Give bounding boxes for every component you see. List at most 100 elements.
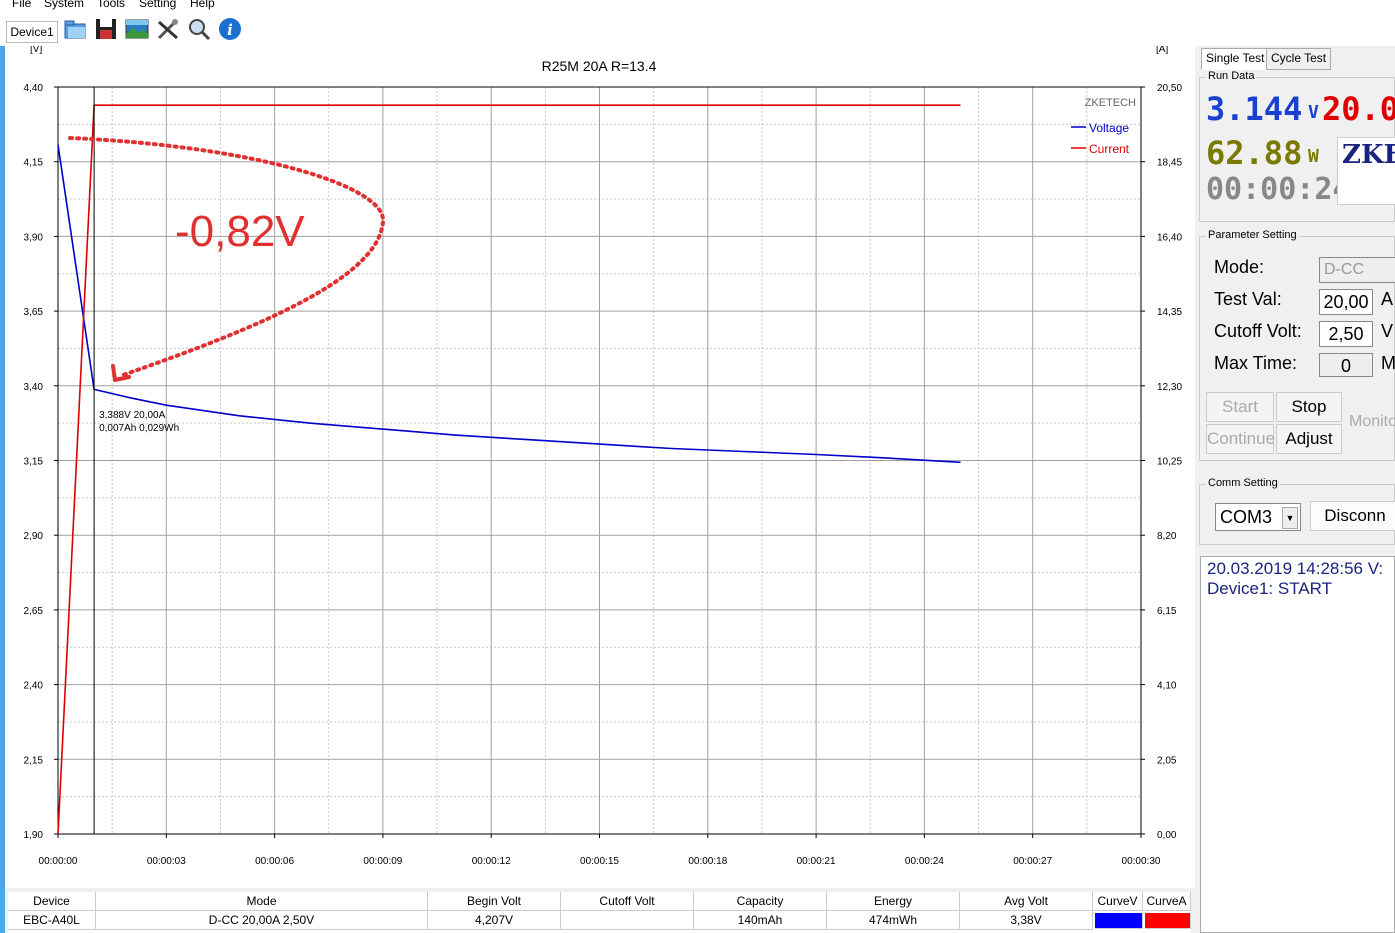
header-device: Device bbox=[8, 892, 96, 911]
time-readout: 00:00:24 bbox=[1206, 172, 1351, 207]
y-left-tick-label: 2,90 bbox=[24, 531, 44, 542]
logo-text: ZKE TECH bbox=[1342, 140, 1395, 170]
y-right-tick-label: 10,25 bbox=[1157, 457, 1182, 468]
parameter-setting-title: Parameter Setting bbox=[1206, 229, 1299, 241]
x-tick-label: 00:00:15 bbox=[580, 856, 619, 867]
cell-energy: 474mWh bbox=[827, 911, 960, 930]
run-data-group: Run Data 3.144 V 20.00 62.88 W 00:00:24 … bbox=[1199, 70, 1395, 222]
header-curve-a: CurveA bbox=[1143, 892, 1191, 911]
menu-setting[interactable]: Setting bbox=[139, 0, 177, 10]
open-folder-icon[interactable] bbox=[62, 16, 88, 42]
log-line: 20.03.2019 14:28:56 V: bbox=[1207, 559, 1384, 578]
x-tick-label: 00:00:03 bbox=[147, 856, 186, 867]
y-right-unit-label: [A] bbox=[1156, 46, 1168, 55]
y-right-tick-label: 20,50 bbox=[1157, 83, 1182, 94]
table-header-row: Device Mode Begin Volt Cutoff Volt Capac… bbox=[8, 892, 1191, 911]
info-icon[interactable]: i bbox=[217, 16, 243, 42]
picture-icon[interactable] bbox=[124, 16, 150, 42]
y-left-tick-label: 3,15 bbox=[24, 457, 44, 468]
power-readout: 62.88 bbox=[1206, 134, 1303, 172]
series-line bbox=[57, 144, 961, 464]
y-right-tick-label: 6,15 bbox=[1157, 606, 1177, 617]
x-tick-label: 00:00:09 bbox=[363, 856, 402, 867]
run-data-title: Run Data bbox=[1206, 70, 1257, 82]
y-left-tick-label: 4,15 bbox=[24, 158, 44, 169]
test-val-input[interactable]: 20,00 bbox=[1319, 289, 1373, 315]
stop-button[interactable]: Stop bbox=[1276, 392, 1342, 422]
save-icon[interactable] bbox=[93, 16, 119, 42]
cell-device: EBC-A40L bbox=[8, 911, 96, 930]
header-capacity: Capacity bbox=[694, 892, 827, 911]
mode-select[interactable]: D-CC bbox=[1319, 257, 1395, 283]
left-edge-strip bbox=[0, 46, 5, 933]
tab-single-test[interactable]: Single Test bbox=[1201, 48, 1270, 70]
legend-label: Current bbox=[1089, 142, 1130, 156]
menu-bar: File System Tools Setting Help bbox=[0, 0, 1395, 12]
disconnect-button[interactable]: Disconn bbox=[1310, 501, 1395, 531]
y-left-tick-label: 3,40 bbox=[24, 382, 44, 393]
x-tick-label: 00:00:12 bbox=[472, 856, 511, 867]
y-right-tick-label: 14,35 bbox=[1157, 307, 1182, 318]
zketech-logo: ZKE TECH bbox=[1337, 137, 1395, 205]
x-tick-label: 00:00:24 bbox=[905, 856, 944, 867]
adjust-button[interactable]: Adjust bbox=[1276, 424, 1342, 454]
y-left-tick-label: 3,65 bbox=[24, 307, 44, 318]
log-line: Device1: START bbox=[1207, 579, 1333, 598]
curve-a-swatch[interactable] bbox=[1145, 913, 1191, 929]
cursor-readout-line1: 3,388V 20,00A bbox=[99, 410, 165, 421]
test-val-label: Test Val: bbox=[1214, 289, 1282, 309]
tools-icon[interactable] bbox=[155, 16, 181, 42]
annotation-arrowhead bbox=[111, 364, 131, 382]
zoom-icon[interactable] bbox=[186, 16, 212, 42]
voltage-readout: 3.144 bbox=[1206, 90, 1303, 128]
cell-cutoff-volt bbox=[561, 911, 694, 930]
header-curve-v: CurveV bbox=[1093, 892, 1143, 911]
header-mode: Mode bbox=[96, 892, 428, 911]
y-right-tick-label: 0,00 bbox=[1157, 830, 1177, 841]
max-time-label: Max Time: bbox=[1214, 353, 1298, 373]
chart-area[interactable]: 4,40 4,15 3,90 3,65 3,40 3,15 2,90 2,65 2,40 2,15… bbox=[5, 44, 1195, 888]
x-tick-label: 00:00:21 bbox=[797, 856, 836, 867]
cell-avg-volt: 3,38V bbox=[960, 911, 1093, 930]
y-right-tick-label: 12,30 bbox=[1157, 382, 1182, 393]
test-val-unit: A bbox=[1381, 289, 1394, 309]
y-right-tick-label: 4,10 bbox=[1157, 681, 1177, 692]
cell-mode: D-CC 20,00A 2,50V bbox=[96, 911, 428, 930]
chart-svg: 4,40 4,15 3,90 3,65 3,40 3,15 2,90 2,65 2,40 2,15… bbox=[24, 44, 1183, 867]
y-right-tick-label: 2,05 bbox=[1157, 755, 1177, 766]
comm-setting-title: Comm Setting bbox=[1206, 477, 1280, 489]
y-right-tick-label: 16,40 bbox=[1157, 232, 1182, 243]
menu-system[interactable]: System bbox=[44, 0, 85, 10]
continue-button[interactable]: Continue bbox=[1206, 424, 1275, 454]
mode-label: Mode: bbox=[1214, 257, 1265, 277]
tab-cycle-test[interactable]: Cycle Test bbox=[1266, 48, 1332, 70]
start-button[interactable]: Start bbox=[1206, 392, 1274, 422]
curve-v-swatch[interactable] bbox=[1095, 913, 1143, 929]
header-energy: Energy bbox=[827, 892, 960, 911]
x-tick-label: 00:00:00 bbox=[39, 856, 78, 867]
menu-file[interactable]: File bbox=[12, 0, 32, 10]
menu-help[interactable]: Help bbox=[190, 0, 215, 10]
x-tick-label: 00:00:30 bbox=[1122, 856, 1161, 867]
device-tab[interactable]: Device1 bbox=[6, 21, 58, 43]
com-port-select[interactable]: COM3 ▼ bbox=[1215, 503, 1301, 531]
header-cutoff-volt: Cutoff Volt bbox=[561, 892, 694, 911]
y-left-tick-label: 2,15 bbox=[24, 755, 44, 766]
y-left-unit-label: [V] bbox=[30, 46, 42, 55]
toolbar: Device1 i bbox=[0, 12, 1395, 46]
monitor-button[interactable]: Monito bbox=[1348, 413, 1395, 430]
voltage-unit: V bbox=[1308, 102, 1319, 123]
parameter-setting-group: Parameter Setting Mode: D-CC Test Val: 2… bbox=[1199, 229, 1395, 461]
log-panel[interactable]: 20.03.2019 14:28:56 V: Device1: START bbox=[1200, 556, 1395, 933]
cutoff-volt-label: Cutoff Volt: bbox=[1214, 321, 1302, 341]
x-tick-label: 00:00:18 bbox=[688, 856, 727, 867]
table-row[interactable]: EBC-A40L D-CC 20,00A 2,50V 4,207V 140mAh… bbox=[8, 911, 1191, 930]
header-avg-volt: Avg Volt bbox=[960, 892, 1093, 911]
menu-tools[interactable]: Tools bbox=[97, 0, 126, 10]
chevron-down-icon[interactable]: ▼ bbox=[1282, 507, 1298, 529]
max-time-input[interactable]: 0 bbox=[1319, 353, 1373, 377]
cell-begin-volt: 4,207V bbox=[428, 911, 561, 930]
chart-title: R25M 20A R=13.4 bbox=[542, 58, 657, 74]
cutoff-volt-input[interactable]: 2,50 bbox=[1319, 321, 1373, 347]
legend-label: Voltage bbox=[1089, 121, 1129, 135]
